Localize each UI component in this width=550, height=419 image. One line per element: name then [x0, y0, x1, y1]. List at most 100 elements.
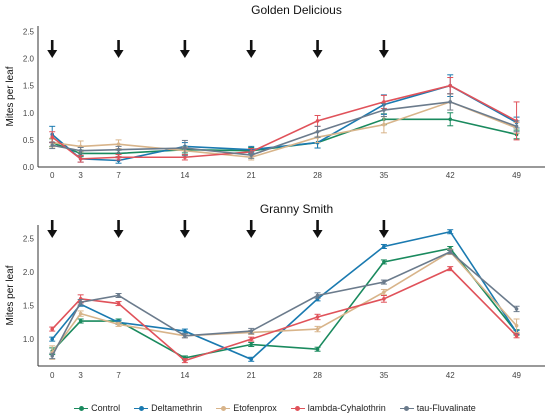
application-arrowhead-icon [113, 50, 124, 58]
data-point [50, 143, 55, 148]
y-tick-label: 2.5 [23, 234, 35, 243]
x-tick-label: 35 [379, 371, 388, 380]
legend-key-icon [134, 404, 149, 412]
y-axis-label: Mites per leaf [5, 265, 16, 325]
data-point [183, 329, 187, 333]
data-point [448, 266, 453, 271]
y-tick-label: 2.0 [23, 55, 35, 64]
panel-title: Golden Delicious [251, 3, 342, 17]
data-point [183, 333, 187, 338]
data-point [448, 100, 453, 104]
data-point [382, 297, 386, 301]
data-point [382, 100, 386, 104]
x-tick-label: 7 [116, 371, 121, 380]
legend-item: Control [74, 403, 120, 413]
data-point [448, 250, 453, 254]
data-point [249, 153, 254, 157]
data-point [50, 337, 55, 341]
data-point [116, 322, 121, 327]
series-tau-fluvalinate [49, 249, 520, 360]
panel-title: Granny Smith [260, 202, 333, 216]
data-point [448, 229, 453, 234]
x-tick-label: 28 [313, 171, 322, 180]
application-arrowhead-icon [312, 50, 323, 58]
legend-label: lambda-Cyhalothrin [307, 403, 386, 413]
series-line [51, 250, 518, 354]
application-arrowhead-icon [246, 50, 257, 58]
legend-label: Control [91, 403, 121, 413]
x-tick-label: 7 [116, 171, 121, 180]
legend-key-icon [290, 404, 305, 412]
legend-label: tau-Fluvalinate [416, 403, 476, 413]
data-point [78, 148, 83, 153]
x-tick-label: 3 [78, 171, 83, 180]
y-tick-label: 1.0 [23, 335, 35, 344]
y-tick-label: 2.5 [23, 27, 35, 36]
application-arrowhead-icon [378, 50, 389, 58]
x-tick-label: 42 [446, 171, 455, 180]
data-point [448, 83, 453, 88]
y-tick-label: 1.0 [23, 109, 35, 118]
data-point [315, 315, 320, 319]
x-tick-label: 0 [50, 371, 55, 380]
x-tick-label: 14 [180, 371, 189, 380]
x-tick-label: 21 [247, 171, 256, 180]
x-tick-label: 49 [512, 371, 521, 380]
x-tick-label: 35 [379, 171, 388, 180]
series-line [51, 230, 518, 361]
x-tick-label: 42 [446, 371, 455, 380]
x-tick-label: 21 [247, 371, 256, 380]
data-point [514, 323, 519, 328]
data-point [249, 329, 254, 333]
application-arrowhead-icon [312, 230, 323, 238]
data-point [50, 354, 55, 358]
data-point [448, 117, 453, 122]
legend-item: Etofenprox [216, 403, 277, 413]
data-point [116, 293, 121, 298]
application-arrowhead-icon [179, 230, 190, 238]
data-point [78, 300, 83, 305]
data-point [382, 108, 386, 112]
legend-item: Deltamethrin [134, 403, 202, 413]
data-point [315, 347, 320, 352]
data-point [116, 301, 121, 306]
data-point [514, 124, 519, 129]
application-arrowhead-icon [47, 230, 58, 238]
data-point [50, 135, 55, 139]
x-tick-label: 49 [512, 171, 521, 180]
data-point [78, 157, 83, 161]
y-tick-label: 1.5 [23, 82, 35, 91]
y-tick-label: 2.0 [23, 268, 35, 277]
legend: Control Deltamethrin Etofenprox lambda-Cyha… [0, 398, 550, 418]
y-axis-label: Mites per leaf [5, 66, 16, 126]
legend-label: Etofenprox [233, 403, 277, 413]
data-point [116, 155, 121, 160]
legend-key-icon [74, 404, 89, 412]
series-line [51, 247, 518, 359]
data-point [249, 357, 254, 362]
data-point [382, 244, 386, 249]
data-point [183, 146, 187, 150]
legend-label: Deltamethrin [151, 403, 203, 413]
x-tick-label: 0 [50, 171, 55, 180]
series-lambda-cyhalothrin [49, 266, 520, 364]
panel-0: Golden Delicious Mites per leaf 0.0 0.5 1.0 1… [5, 3, 545, 180]
legend-key-icon [216, 404, 231, 412]
x-tick-label: 28 [313, 371, 322, 380]
series-tau-fluvalinate [49, 93, 520, 159]
data-point [50, 327, 55, 331]
data-point [116, 147, 121, 152]
data-point [183, 155, 187, 160]
data-point [315, 293, 320, 298]
legend-item: tau-Fluvalinate [399, 403, 476, 413]
data-point [382, 122, 386, 127]
legend-item: lambda-Cyhalothrin [290, 403, 386, 413]
y-tick-label: 1.5 [23, 302, 35, 311]
application-arrowhead-icon [378, 230, 389, 238]
legend-key-icon [399, 404, 414, 412]
data-point [382, 260, 386, 264]
data-point [249, 337, 254, 341]
x-tick-label: 3 [78, 371, 83, 380]
data-point [315, 327, 320, 331]
